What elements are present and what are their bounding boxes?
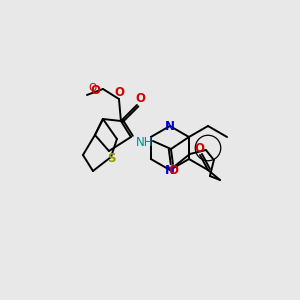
Text: O: O [114, 85, 124, 98]
Text: N: N [165, 119, 175, 133]
Text: NH: NH [136, 136, 154, 148]
Text: O: O [89, 83, 97, 93]
Text: O: O [194, 142, 204, 154]
Text: N: N [165, 164, 175, 176]
Text: S: S [107, 152, 115, 164]
Text: O: O [90, 83, 100, 97]
Text: O: O [135, 92, 145, 104]
Text: O: O [168, 164, 178, 178]
